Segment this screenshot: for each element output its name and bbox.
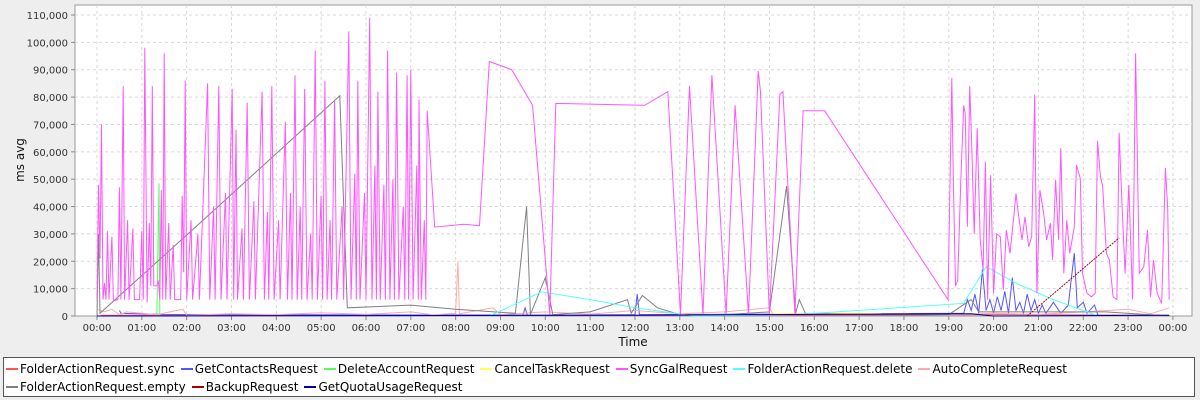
x-tick-label: 00:00 — [1159, 323, 1188, 334]
x-tick-label: 13:00 — [665, 323, 694, 334]
x-tick-label: 04:00 — [262, 323, 291, 334]
x-tick-label: 21:00 — [1024, 323, 1053, 334]
x-tick-label: 23:00 — [1114, 323, 1143, 334]
x-tick-label: 16:00 — [800, 323, 829, 334]
y-tick-label: 30,000 — [33, 230, 68, 241]
legend-row: FolderActionRequest.sync GetContactsReque… — [6, 360, 1194, 378]
series-line-deleteaccountrequest — [156, 183, 161, 317]
series-line-getquotausagerequest — [96, 313, 1170, 317]
legend-item: FolderActionRequest.sync — [6, 362, 175, 376]
legend-item: FolderActionRequest.delete — [733, 362, 912, 376]
legend-swatch — [323, 368, 336, 370]
x-tick-label: 22:00 — [1069, 323, 1098, 334]
x-tick-label: 14:00 — [710, 323, 739, 334]
series-line-folderactionrequest-delete — [489, 266, 1099, 317]
series-line-getcontactsrequest — [118, 253, 1099, 317]
legend-swatch — [180, 368, 193, 370]
plot-area — [74, 4, 1193, 317]
legend-swatch — [480, 368, 493, 370]
x-tick-label: 12:00 — [621, 323, 650, 334]
x-tick-label: 01:00 — [127, 323, 156, 334]
series-line-backuprequest — [1026, 237, 1120, 317]
legend-label: GetContactsRequest — [194, 362, 318, 376]
x-tick-label: 15:00 — [755, 323, 784, 334]
series-lines — [96, 17, 1170, 317]
series-line-canceltaskrequest — [769, 312, 882, 315]
y-tick-label: 60,000 — [33, 148, 68, 159]
legend-swatch — [6, 368, 18, 370]
y-tick-label: 10,000 — [33, 285, 68, 296]
legend-swatch — [6, 386, 18, 388]
series-line-autocompleterequest — [96, 261, 1170, 316]
y-tick-label: 110,000 — [27, 11, 68, 22]
y-axis: 0 10,000 20,000 30,000 40,000 50,000 60,000 70,… — [27, 11, 75, 323]
series-line-syncgalrequest — [96, 17, 1170, 315]
legend-label: BackupRequest — [205, 380, 299, 394]
legend-item: CancelTaskRequest — [480, 362, 610, 376]
x-tick-label: 03:00 — [217, 323, 246, 334]
y-tick-label: 80,000 — [33, 93, 68, 104]
x-tick-label: 07:00 — [396, 323, 425, 334]
x-tick-label: 18:00 — [890, 323, 919, 334]
y-tick-label: 0 — [62, 312, 68, 323]
legend-item: GetQuotaUsageRequest — [304, 380, 462, 394]
legend-swatch — [918, 368, 931, 370]
legend-item: BackupRequest — [191, 380, 299, 394]
legend-row: FolderActionRequest.empty BackupRequest Ge… — [6, 378, 1194, 396]
legend-swatch — [191, 386, 204, 388]
legend-label: AutoCompleteRequest — [932, 362, 1067, 376]
x-tick-label: 10:00 — [531, 323, 560, 334]
legend-swatch — [733, 368, 746, 370]
x-tick-label: 19:00 — [934, 323, 963, 334]
y-axis-title: ms avg — [13, 138, 27, 182]
x-tick-label: 05:00 — [307, 323, 336, 334]
x-tick-label: 06:00 — [352, 323, 381, 334]
y-tick-label: 50,000 — [33, 175, 68, 186]
x-tick-label: 08:00 — [441, 323, 470, 334]
legend-item: DeleteAccountRequest — [323, 362, 475, 376]
legend-label: FolderActionRequest.delete — [747, 362, 913, 376]
legend-label: SyncGalRequest — [629, 362, 728, 376]
legend-label: FolderActionRequest.empty — [20, 380, 186, 394]
x-tick-label: 02:00 — [172, 323, 201, 334]
y-tick-label: 90,000 — [33, 66, 68, 77]
legend: FolderActionRequest.sync GetContactsReque… — [3, 357, 1195, 397]
x-tick-label: 11:00 — [576, 323, 605, 334]
legend-item: SyncGalRequest — [615, 362, 728, 376]
legend-label: GetQuotaUsageRequest — [318, 380, 463, 394]
x-axis: 00:00 01:00 02:00 03:00 04:00 05:00 06:00 07:00… — [83, 316, 1188, 334]
legend-label: DeleteAccountRequest — [337, 362, 475, 376]
x-tick-label: 00:00 — [83, 323, 112, 334]
line-chart: 0 10,000 20,000 30,000 40,000 50,000 60,000 70,… — [13, 4, 1193, 349]
legend-label: CancelTaskRequest — [494, 362, 610, 376]
legend-label: FolderActionRequest.sync — [20, 362, 175, 376]
y-tick-label: 100,000 — [27, 38, 68, 49]
legend-swatch — [615, 368, 628, 370]
y-tick-label: 20,000 — [33, 257, 68, 268]
x-axis-title: Time — [617, 335, 647, 349]
x-tick-label: 20:00 — [979, 323, 1008, 334]
legend-item: GetContactsRequest — [180, 362, 318, 376]
legend-item: FolderActionRequest.empty — [6, 380, 186, 394]
legend-item: AutoCompleteRequest — [918, 362, 1067, 376]
x-tick-label: 09:00 — [486, 323, 515, 334]
legend-swatch — [304, 386, 317, 388]
x-tick-label: 17:00 — [845, 323, 874, 334]
y-tick-label: 40,000 — [33, 203, 68, 214]
y-tick-label: 70,000 — [33, 120, 68, 131]
